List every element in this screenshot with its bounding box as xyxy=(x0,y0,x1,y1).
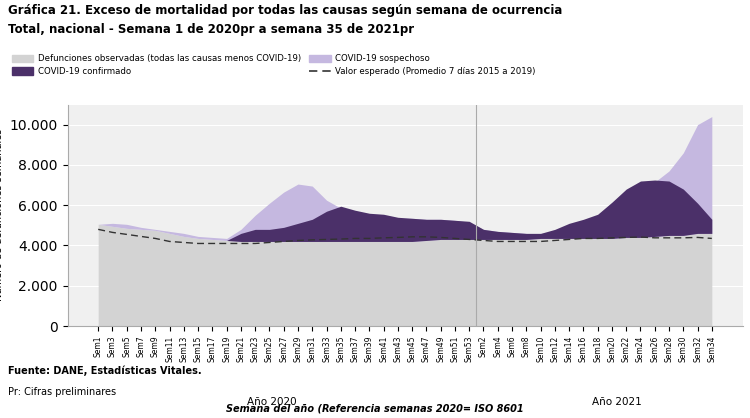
Text: Pr: Cifras preliminares: Pr: Cifras preliminares xyxy=(8,387,115,397)
Text: Fuente: DANE, Estadísticas Vitales.: Fuente: DANE, Estadísticas Vitales. xyxy=(8,366,201,376)
Text: Gráfica 21. Exceso de mortalidad por todas las causas según semana de ocurrencia: Gráfica 21. Exceso de mortalidad por tod… xyxy=(8,4,562,17)
Text: Total, nacional - Semana 1 de 2020pr a semana 35 de 2021pr: Total, nacional - Semana 1 de 2020pr a s… xyxy=(8,23,414,36)
Text: Año 2020: Año 2020 xyxy=(247,397,296,407)
Y-axis label: Número de defunciones semanales: Número de defunciones semanales xyxy=(0,129,4,301)
Text: Año 2021: Año 2021 xyxy=(592,397,642,407)
Legend: Defunciones observadas (todas las causas menos COVID-19), COVID-19 confirmado, C: Defunciones observadas (todas las causas… xyxy=(12,54,536,76)
Text: Semana del año (Referencia semanas 2020= ISO 8601: Semana del año (Referencia semanas 2020=… xyxy=(226,404,524,414)
